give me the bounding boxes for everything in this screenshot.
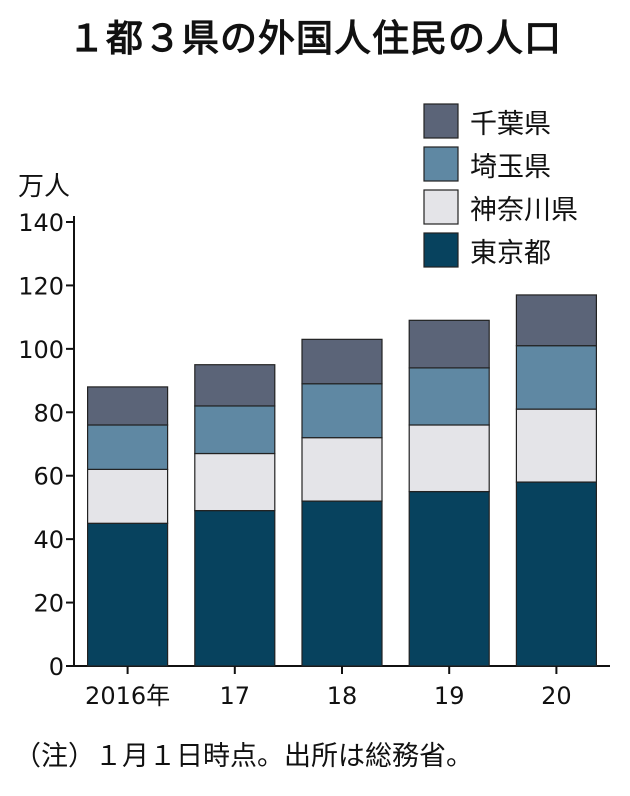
bar-segment-1 xyxy=(408,490,490,667)
x-tick-label: 17 xyxy=(220,682,251,710)
legend-swatch xyxy=(423,232,459,268)
y-tick-label: 60 xyxy=(33,463,64,491)
bar-segment-4 xyxy=(194,364,276,407)
legend-label: 千葉県 xyxy=(470,109,551,140)
bar-segment-4 xyxy=(515,294,598,347)
y-tick-label: 40 xyxy=(33,526,64,554)
x-tick-label: 2016年 xyxy=(85,682,170,710)
y-tick-label: 100 xyxy=(18,336,64,364)
legend-label: 神奈川県 xyxy=(470,195,578,226)
legend-swatch xyxy=(423,103,459,139)
bar-segment-3 xyxy=(408,367,490,426)
bar-segment-1 xyxy=(194,510,276,667)
bar-segment-1 xyxy=(515,481,598,667)
y-axis-unit-label: 万人 xyxy=(18,172,70,202)
bar-segment-4 xyxy=(86,386,169,426)
bar-segment-2 xyxy=(408,424,490,493)
bar-segment-4 xyxy=(301,338,383,385)
legend-swatch xyxy=(423,189,459,225)
bar-segment-2 xyxy=(86,468,169,524)
y-tick-label: 20 xyxy=(33,590,64,618)
x-tick-label: 19 xyxy=(434,682,465,710)
bar-segment-2 xyxy=(194,452,276,512)
bar-segment-3 xyxy=(86,424,169,470)
bar-segment-1 xyxy=(86,522,169,667)
chart-title: １都３県の外国人住民の人口 xyxy=(68,17,562,60)
legend-label: 東京都 xyxy=(470,238,551,269)
legend-label: 埼玉県 xyxy=(470,152,551,183)
bar-segment-4 xyxy=(408,319,490,369)
bar-segment-3 xyxy=(515,345,598,410)
bar-segment-3 xyxy=(301,383,383,439)
y-tick-label: 0 xyxy=(49,653,64,681)
y-tick-label: 120 xyxy=(18,272,64,300)
bar-segment-3 xyxy=(194,405,276,455)
x-tick-label: 20 xyxy=(541,682,572,710)
x-tick-label: 18 xyxy=(327,682,358,710)
bar-segment-2 xyxy=(301,437,383,502)
legend-swatch xyxy=(423,146,459,182)
y-tick-label: 80 xyxy=(33,399,64,427)
bar-segment-1 xyxy=(301,500,383,667)
footnote: （注）１月１日時点。出所は総務省。 xyxy=(14,741,473,772)
y-tick-label: 140 xyxy=(18,209,64,237)
bar-segment-2 xyxy=(515,408,598,483)
